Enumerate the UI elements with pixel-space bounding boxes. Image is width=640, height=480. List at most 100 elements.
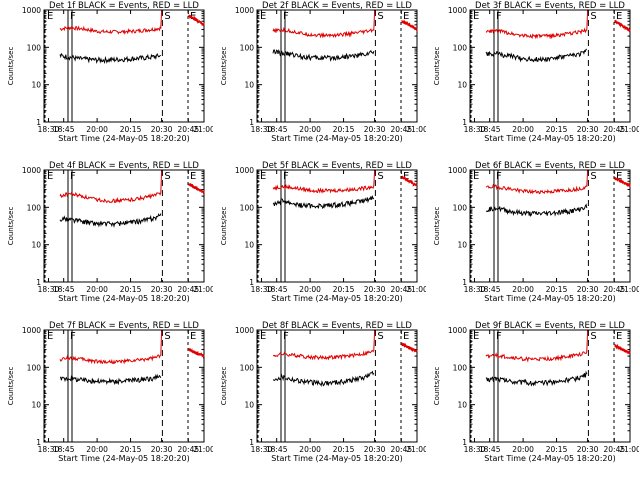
marker-label: E	[47, 11, 53, 22]
marker-label: E	[47, 331, 53, 342]
y-tick-label: 10	[457, 81, 467, 90]
marker-label: S	[377, 331, 383, 342]
x-axis-label: Start Time (24-May-05 18:20:20)	[271, 134, 402, 143]
marker-label: S	[164, 331, 170, 342]
lld-series-line	[485, 330, 589, 363]
events-series-line	[59, 373, 162, 386]
chart-svg: Det 9f BLACK = Events, RED = LLD 1 10 100 10…	[433, 321, 639, 463]
x-tick-label: 20:15	[120, 285, 142, 294]
x-axis-label: Start Time (24-May-05 18:20:20)	[271, 294, 402, 303]
x-axis-label: Start Time (24-May-05 18:20:20)	[58, 134, 189, 143]
y-tick-label: 1000	[22, 166, 41, 175]
marker-label: E	[260, 11, 266, 22]
marker-label: S	[164, 171, 170, 182]
marker-label: E	[616, 171, 622, 182]
y-tick-label: 1000	[235, 166, 254, 175]
x-tick-label: 20:00	[512, 445, 534, 454]
detector-panel: Det 5f BLACK = Events, RED = LLD 1 10 100 10…	[213, 160, 426, 320]
marker-label: E	[260, 331, 266, 342]
x-tick-label: 20:45	[178, 285, 200, 294]
x-axis-label: Start Time (24-May-05 18:20:20)	[484, 134, 615, 143]
y-axis-label: Counts/sec	[433, 47, 441, 86]
y-axis-label: Counts/sec	[433, 367, 441, 406]
x-axis-label: Start Time (24-May-05 18:20:20)	[271, 454, 402, 463]
events-series-line	[272, 48, 375, 62]
y-tick-label: 100	[240, 43, 255, 52]
x-tick-label: 18:30	[464, 445, 486, 454]
y-axis-label: Counts/sec	[220, 207, 228, 246]
x-tick-label: 18:45	[53, 285, 75, 294]
x-tick-label: 20:45	[391, 125, 413, 134]
marker-label: E	[403, 11, 409, 22]
x-tick-label: 18:30	[464, 285, 486, 294]
y-tick-label: 10	[244, 401, 254, 410]
x-tick-label: 20:15	[333, 125, 355, 134]
marker-label: E	[190, 331, 196, 342]
detector-panel: Det 2f BLACK = Events, RED = LLD 1 10 100 10…	[213, 0, 426, 160]
y-tick-label: 10	[457, 401, 467, 410]
marker-label: S	[377, 11, 383, 22]
x-axis-label: Start Time (24-May-05 18:20:20)	[58, 294, 189, 303]
x-tick-label: 18:30	[251, 125, 273, 134]
x-tick-label: 20:30	[364, 285, 386, 294]
marker-label: E	[473, 331, 479, 342]
y-tick-label: 10	[244, 241, 254, 250]
y-tick-label: 1	[249, 278, 254, 287]
y-tick-label: 1	[462, 118, 467, 127]
x-tick-label: 18:45	[53, 125, 75, 134]
x-tick-label: 20:30	[151, 285, 173, 294]
x-tick-label: 21:00	[406, 125, 426, 134]
events-series-line	[59, 213, 162, 229]
y-tick-label: 100	[453, 363, 468, 372]
events-series-line	[272, 195, 375, 210]
lld-series-line	[401, 19, 418, 33]
marker-label: S	[590, 11, 596, 22]
x-tick-label: 21:00	[619, 125, 639, 134]
chart-title: Det 3f BLACK = Events, RED = LLD	[475, 1, 625, 11]
x-tick-label: 20:45	[604, 125, 626, 134]
y-tick-label: 100	[453, 43, 468, 52]
detector-panel: Det 6f BLACK = Events, RED = LLD 1 10 100 10…	[426, 160, 639, 320]
x-tick-label: 18:30	[38, 445, 60, 454]
x-tick-label: 18:30	[464, 125, 486, 134]
x-tick-label: 18:45	[479, 285, 501, 294]
chart-svg: Det 3f BLACK = Events, RED = LLD 1 10 100 10…	[433, 1, 639, 143]
lld-series-line	[59, 170, 163, 204]
x-tick-label: 20:00	[86, 445, 108, 454]
y-tick-label: 10	[457, 241, 467, 250]
y-tick-label: 1000	[22, 326, 41, 335]
lld-series-line	[272, 330, 376, 361]
x-axis-label: Start Time (24-May-05 18:20:20)	[484, 294, 615, 303]
y-tick-label: 1	[249, 118, 254, 127]
lld-series-line	[614, 343, 631, 354]
marker-label: F	[496, 11, 502, 22]
x-tick-label: 20:00	[86, 285, 108, 294]
lld-series-line	[614, 176, 631, 188]
detector-panel: Det 7f BLACK = Events, RED = LLD 1 10 100 10…	[0, 320, 213, 480]
y-axis-label: Counts/sec	[7, 47, 15, 86]
x-tick-label: 20:30	[151, 445, 173, 454]
chart-title: Det 5f BLACK = Events, RED = LLD	[262, 161, 412, 171]
y-axis-label: Counts/sec	[7, 367, 15, 406]
marker-label: F	[283, 11, 289, 22]
lld-series-line	[485, 170, 589, 195]
y-tick-label: 100	[240, 203, 255, 212]
y-tick-label: 1000	[22, 6, 41, 15]
detector-panel: Det 9f BLACK = Events, RED = LLD 1 10 100 10…	[426, 320, 639, 480]
x-tick-label: 20:30	[151, 125, 173, 134]
chart-title: Det 1f BLACK = Events, RED = LLD	[49, 1, 199, 11]
y-tick-label: 1000	[448, 6, 467, 15]
y-tick-label: 100	[453, 203, 468, 212]
marker-label: S	[590, 171, 596, 182]
x-tick-label: 18:45	[479, 445, 501, 454]
x-axis-label: Start Time (24-May-05 18:20:20)	[484, 454, 615, 463]
events-series-line	[485, 370, 588, 387]
x-tick-label: 18:45	[266, 285, 288, 294]
y-tick-label: 10	[31, 241, 41, 250]
marker-label: F	[70, 331, 76, 342]
y-tick-label: 100	[27, 363, 42, 372]
lld-series-line	[485, 10, 589, 40]
x-tick-label: 20:15	[546, 125, 568, 134]
x-tick-label: 21:00	[619, 285, 639, 294]
y-tick-label: 1000	[235, 6, 254, 15]
